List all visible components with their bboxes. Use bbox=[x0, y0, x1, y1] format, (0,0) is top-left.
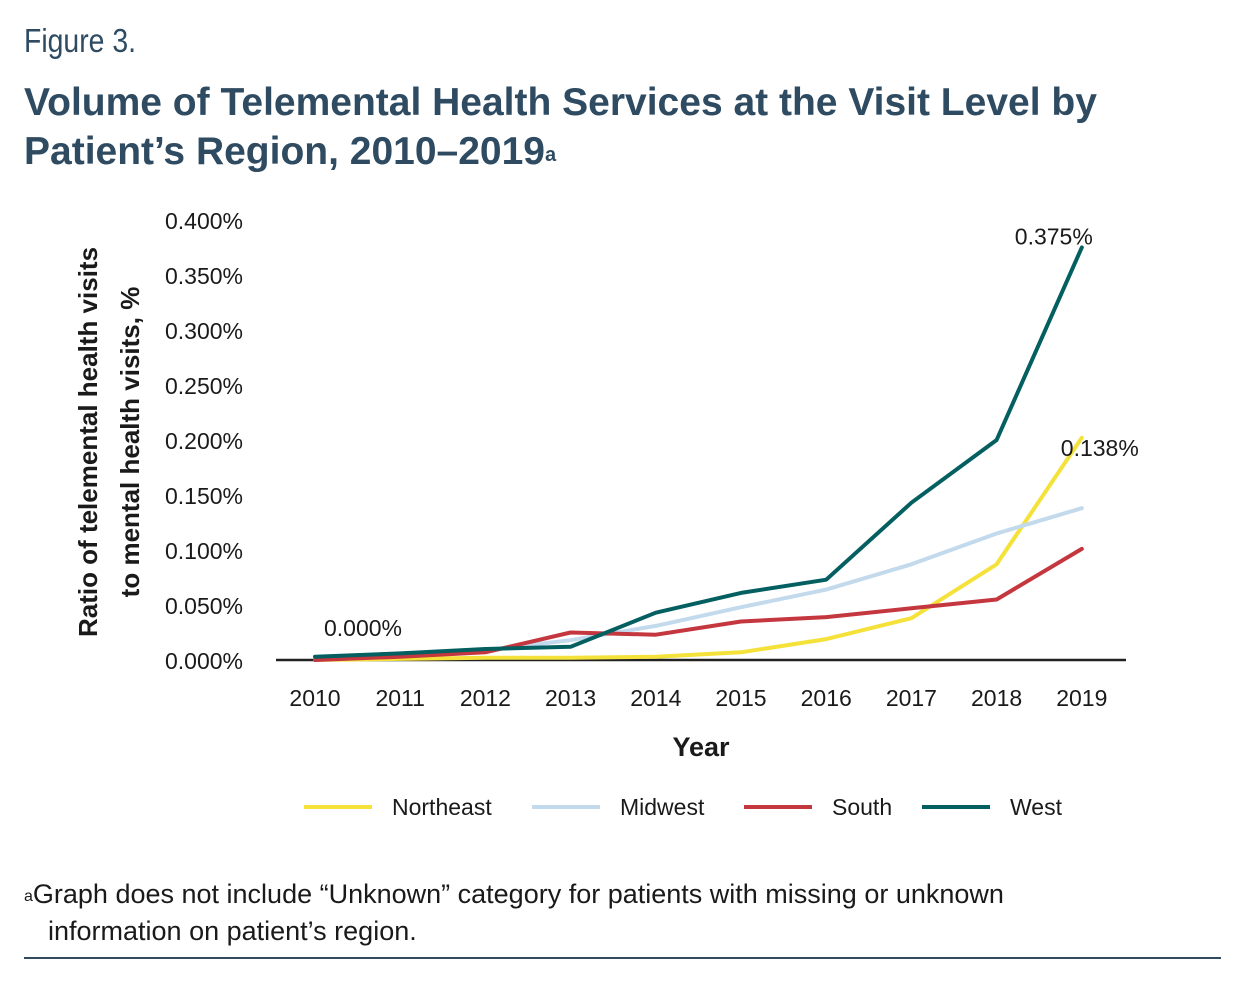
x-tick-label: 2019 bbox=[1056, 685, 1107, 711]
legend-label: West bbox=[1010, 794, 1063, 820]
figure-label: Figure 3. bbox=[24, 22, 137, 59]
x-tick-label: 2017 bbox=[886, 685, 937, 711]
series-lines bbox=[313, 245, 1084, 662]
x-tick-label: 2014 bbox=[630, 685, 681, 711]
chart-title-text: Volume of Telemental Health Services at … bbox=[24, 81, 1097, 173]
title-footnote-marker: a bbox=[544, 144, 557, 166]
x-tick-label: 2016 bbox=[801, 685, 852, 711]
y-tick-label: 0.050% bbox=[165, 593, 243, 619]
y-axis-title-line-1: Ratio of telemental health visits bbox=[73, 247, 103, 637]
y-tick-label: 0.150% bbox=[165, 483, 243, 509]
footnote-marker: a bbox=[24, 888, 33, 905]
x-tick-label: 2011 bbox=[375, 685, 424, 711]
line-chart: Ratio of telemental health visits to ment… bbox=[73, 208, 1139, 820]
legend-item-west: West bbox=[922, 794, 1063, 820]
data-label: 0.138% bbox=[1061, 435, 1139, 461]
series-line-south bbox=[313, 546, 1084, 662]
x-tick-label: 2010 bbox=[289, 685, 340, 711]
legend-item-midwest: Midwest bbox=[532, 794, 705, 820]
legend-item-northeast: Northeast bbox=[304, 794, 492, 820]
y-axis-title: Ratio of telemental health visits to ment… bbox=[73, 247, 145, 637]
x-tick-label: 2018 bbox=[971, 685, 1022, 711]
x-axis-title: Year bbox=[672, 732, 730, 762]
footnote: aGraph does not include “Unknown” catego… bbox=[24, 876, 1224, 950]
series-line-northeast bbox=[313, 435, 1084, 662]
x-tick-label: 2015 bbox=[715, 685, 766, 711]
series-line-west bbox=[313, 245, 1084, 659]
y-tick-labels: 0.000% 0.050% 0.100% 0.150% 0.200% 0.250% 0.30… bbox=[165, 208, 243, 674]
x-tick-label: 2012 bbox=[460, 685, 511, 711]
annotations: 0.000% 0.375% 0.138% bbox=[324, 224, 1139, 642]
y-tick-label: 0.350% bbox=[165, 263, 243, 289]
legend-label: South bbox=[832, 794, 892, 820]
y-tick-label: 0.250% bbox=[165, 373, 243, 399]
footnote-line-1: Graph does not include “Unknown” categor… bbox=[32, 879, 1004, 909]
bottom-rule bbox=[24, 957, 1221, 959]
legend-label: Northeast bbox=[392, 794, 492, 820]
data-label: 0.000% bbox=[324, 615, 402, 641]
footnote-line-2: information on patient’s region. bbox=[48, 916, 417, 946]
legend-item-south: South bbox=[744, 794, 892, 820]
y-tick-label: 0.200% bbox=[165, 428, 243, 454]
x-tick-label: 2013 bbox=[545, 685, 596, 711]
y-axis-title-line-2: to mental health visits, % bbox=[115, 287, 145, 598]
y-tick-label: 0.400% bbox=[165, 208, 243, 234]
data-label: 0.375% bbox=[1015, 224, 1093, 250]
y-tick-label: 0.300% bbox=[165, 318, 243, 344]
y-tick-label: 0.000% bbox=[165, 648, 243, 674]
y-tick-label: 0.100% bbox=[165, 538, 243, 564]
legend-label: Midwest bbox=[620, 794, 705, 820]
legend: Northeast Midwest South West bbox=[304, 794, 1063, 820]
x-tick-labels: 2010 2011 2012 2013 2014 2015 2016 2017 2018 2019 bbox=[289, 685, 1107, 711]
chart-title: Volume of Telemental Health Services at … bbox=[24, 78, 1224, 176]
